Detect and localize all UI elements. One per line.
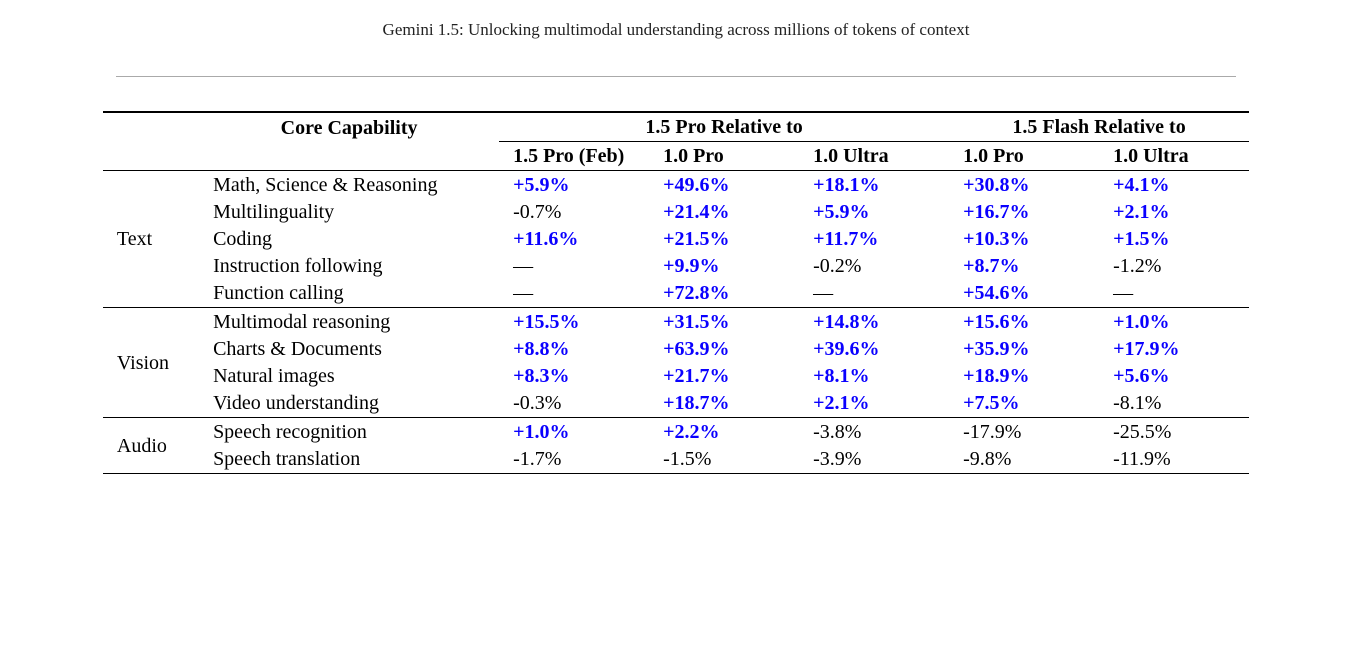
capability-cell: Speech recognition xyxy=(199,419,499,446)
value-cell: -3.8% xyxy=(799,419,949,446)
value-cell: -8.1% xyxy=(1099,390,1249,418)
header-one-pro-b: 1.0 Pro xyxy=(949,143,1099,171)
value-cell: +5.9% xyxy=(799,199,949,226)
value-cell: +15.5% xyxy=(499,309,649,336)
value-cell: — xyxy=(499,253,649,280)
value-cell: +8.3% xyxy=(499,363,649,390)
table-row: Instruction following—+9.9%-0.2%+8.7%-1.… xyxy=(103,253,1249,280)
value-cell: -25.5% xyxy=(1099,419,1249,446)
value-cell: — xyxy=(799,280,949,308)
table-row: Coding+11.6%+21.5%+11.7%+10.3%+1.5% xyxy=(103,226,1249,253)
value-cell: +30.8% xyxy=(949,172,1099,199)
table-row: Function calling—+72.8%—+54.6%— xyxy=(103,280,1249,308)
header-one-pro-a: 1.0 Pro xyxy=(649,143,799,171)
table-row: TextMath, Science & Reasoning+5.9%+49.6%… xyxy=(103,172,1249,199)
header-pro-feb: 1.5 Pro (Feb) xyxy=(499,143,649,171)
table-row: Video understanding-0.3%+18.7%+2.1%+7.5%… xyxy=(103,390,1249,418)
value-cell: +39.6% xyxy=(799,336,949,363)
value-cell: +31.5% xyxy=(649,309,799,336)
value-cell: -0.2% xyxy=(799,253,949,280)
value-cell: -1.7% xyxy=(499,446,649,474)
capability-cell: Multilinguality xyxy=(199,199,499,226)
value-cell: -17.9% xyxy=(949,419,1099,446)
capability-cell: Math, Science & Reasoning xyxy=(199,172,499,199)
capability-cell: Charts & Documents xyxy=(199,336,499,363)
value-cell: +18.7% xyxy=(649,390,799,418)
value-cell: +18.9% xyxy=(949,363,1099,390)
table-row: AudioSpeech recognition+1.0%+2.2%-3.8%-1… xyxy=(103,419,1249,446)
capability-cell: Function calling xyxy=(199,280,499,308)
table-header-row-1: Core Capability 1.5 Pro Relative to 1.5 … xyxy=(103,114,1249,142)
value-cell: +2.2% xyxy=(649,419,799,446)
capability-cell: Multimodal reasoning xyxy=(199,309,499,336)
value-cell: +1.5% xyxy=(1099,226,1249,253)
header-one-ultra-a: 1.0 Ultra xyxy=(799,143,949,171)
value-cell: +10.3% xyxy=(949,226,1099,253)
capability-cell: Instruction following xyxy=(199,253,499,280)
table-row: VisionMultimodal reasoning+15.5%+31.5%+1… xyxy=(103,309,1249,336)
table-row: Speech translation-1.7%-1.5%-3.9%-9.8%-1… xyxy=(103,446,1249,474)
value-cell: -1.5% xyxy=(649,446,799,474)
table-header-row-2: 1.5 Pro (Feb) 1.0 Pro 1.0 Ultra 1.0 Pro … xyxy=(103,143,1249,171)
header-core-capability: Core Capability xyxy=(199,114,499,143)
value-cell: -11.9% xyxy=(1099,446,1249,474)
value-cell: +8.8% xyxy=(499,336,649,363)
value-cell: +21.7% xyxy=(649,363,799,390)
value-cell: — xyxy=(499,280,649,308)
value-cell: +72.8% xyxy=(649,280,799,308)
value-cell: +35.9% xyxy=(949,336,1099,363)
value-cell: +2.1% xyxy=(1099,199,1249,226)
capability-cell: Speech translation xyxy=(199,446,499,474)
value-cell: +21.4% xyxy=(649,199,799,226)
value-cell: -0.7% xyxy=(499,199,649,226)
value-cell: +17.9% xyxy=(1099,336,1249,363)
category-cell: Vision xyxy=(103,309,199,418)
value-cell: -9.8% xyxy=(949,446,1099,474)
page-title-rule xyxy=(116,76,1236,77)
header-one-ultra-b: 1.0 Ultra xyxy=(1099,143,1249,171)
value-cell: +18.1% xyxy=(799,172,949,199)
value-cell: +5.9% xyxy=(499,172,649,199)
value-cell: +9.9% xyxy=(649,253,799,280)
value-cell: +14.8% xyxy=(799,309,949,336)
value-cell: +4.1% xyxy=(1099,172,1249,199)
value-cell: +5.6% xyxy=(1099,363,1249,390)
value-cell: +11.6% xyxy=(499,226,649,253)
capability-cell: Video understanding xyxy=(199,390,499,418)
category-cell: Audio xyxy=(103,419,199,474)
capability-cell: Natural images xyxy=(199,363,499,390)
value-cell: +49.6% xyxy=(649,172,799,199)
page-title: Gemini 1.5: Unlocking multimodal underst… xyxy=(116,20,1236,46)
table-row: Natural images+8.3%+21.7%+8.1%+18.9%+5.6… xyxy=(103,363,1249,390)
header-flash-relative: 1.5 Flash Relative to xyxy=(949,114,1249,142)
value-cell: +21.5% xyxy=(649,226,799,253)
table-row: Multilinguality-0.7%+21.4%+5.9%+16.7%+2.… xyxy=(103,199,1249,226)
value-cell: +63.9% xyxy=(649,336,799,363)
value-cell: +8.1% xyxy=(799,363,949,390)
header-pro-relative: 1.5 Pro Relative to xyxy=(499,114,949,142)
value-cell: -1.2% xyxy=(1099,253,1249,280)
category-cell: Text xyxy=(103,172,199,308)
value-cell: +16.7% xyxy=(949,199,1099,226)
table-row: Charts & Documents+8.8%+63.9%+39.6%+35.9… xyxy=(103,336,1249,363)
value-cell: +2.1% xyxy=(799,390,949,418)
value-cell: -0.3% xyxy=(499,390,649,418)
value-cell: +11.7% xyxy=(799,226,949,253)
capabilities-table: Core Capability 1.5 Pro Relative to 1.5 … xyxy=(103,111,1249,475)
value-cell: +1.0% xyxy=(1099,309,1249,336)
value-cell: +8.7% xyxy=(949,253,1099,280)
capability-cell: Coding xyxy=(199,226,499,253)
value-cell: +54.6% xyxy=(949,280,1099,308)
value-cell: +7.5% xyxy=(949,390,1099,418)
value-cell: -3.9% xyxy=(799,446,949,474)
value-cell: — xyxy=(1099,280,1249,308)
value-cell: +1.0% xyxy=(499,419,649,446)
value-cell: +15.6% xyxy=(949,309,1099,336)
